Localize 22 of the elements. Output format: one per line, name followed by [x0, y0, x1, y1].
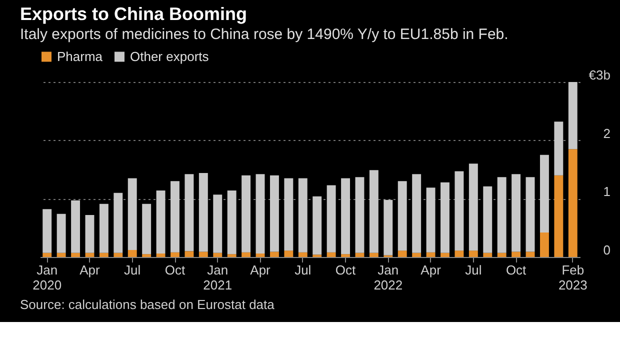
- legend-label: Other exports: [130, 48, 210, 64]
- x-tick-label: Apr: [420, 262, 442, 278]
- y-tick-label: €3b: [588, 68, 610, 82]
- x-tick-label: Jul: [465, 262, 482, 278]
- chart-title: Exports to China Booming: [20, 4, 247, 24]
- x-tick-label: Oct: [506, 262, 527, 278]
- y-tick-label: 0: [603, 242, 610, 258]
- x-tick-label: Jan 2021: [203, 262, 232, 292]
- x-tick-label: Jan 2022: [374, 262, 403, 292]
- x-tick-label: Apr: [80, 262, 101, 278]
- x-tick-label: Jul: [294, 262, 312, 278]
- y-tick-label: 2: [603, 126, 610, 141]
- legend-label: Pharma: [57, 48, 104, 64]
- source-note: Source: calculations based on Eurostat data: [20, 297, 276, 312]
- x-tick-label: Feb 2023: [558, 262, 588, 292]
- x-tick-label: Oct: [164, 262, 186, 278]
- chart-subtitle: Italy exports of medicines to China rose by 1490% Y/y to EU1.85b in Feb.: [20, 26, 508, 43]
- x-tick-label: Jul: [124, 262, 141, 278]
- y-tick-label: 1: [603, 184, 610, 200]
- x-tick-label: Jan 2020: [32, 262, 62, 292]
- x-tick-label: Apr: [250, 262, 272, 278]
- x-tick-label: Oct: [335, 262, 356, 278]
